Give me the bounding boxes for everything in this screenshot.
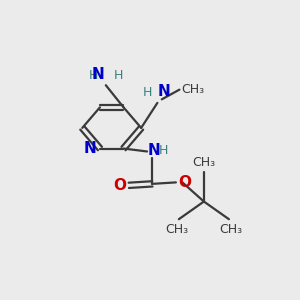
Text: CH₃: CH₃ [192,155,215,169]
Text: N: N [84,141,96,156]
Text: N: N [158,84,170,99]
Text: H: H [114,69,124,82]
Text: CH₃: CH₃ [220,223,243,236]
Text: H: H [159,144,168,158]
Text: H: H [89,69,98,82]
Text: CH₃: CH₃ [181,82,204,95]
Text: CH₃: CH₃ [165,223,188,236]
Text: H: H [143,86,152,99]
Text: O: O [178,175,191,190]
Text: O: O [113,178,126,193]
Text: N: N [92,67,104,82]
Text: N: N [148,143,160,158]
